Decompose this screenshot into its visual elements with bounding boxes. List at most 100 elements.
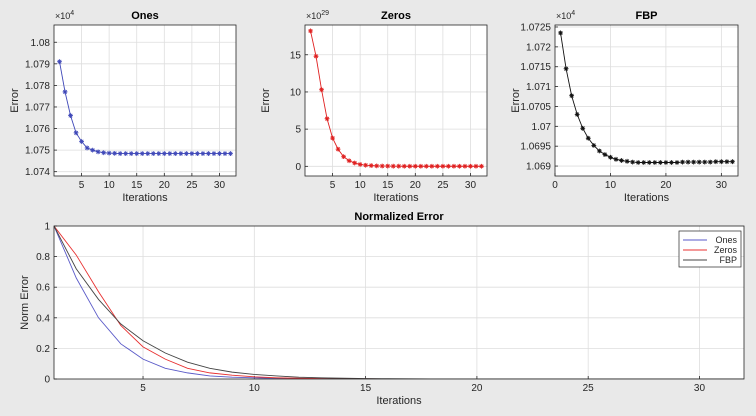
plot-area — [555, 25, 738, 176]
data-point — [95, 149, 101, 155]
data-point — [211, 151, 217, 156]
data-point — [319, 87, 324, 93]
chart-1: 5 10 15 20 25 30 0 5 10 15 Zeros Iterations Error ×10… — [260, 10, 488, 204]
data-point — [434, 163, 440, 169]
y-tick-label: 10 — [290, 87, 302, 98]
x-axis-label: Iterations — [624, 192, 670, 204]
y-tick-label: 1 — [44, 222, 50, 233]
data-point — [172, 151, 178, 156]
y-tick-label: 1.0695 — [520, 142, 551, 153]
data-point — [412, 163, 418, 169]
y-tick-label: 0 — [295, 162, 301, 173]
series-group — [558, 30, 735, 165]
x-tick-label: 0 — [552, 180, 558, 191]
data-point — [718, 159, 724, 165]
data-point — [106, 150, 112, 156]
data-point — [574, 112, 580, 117]
data-point — [346, 158, 352, 164]
data-point — [596, 148, 602, 154]
x-tick-label: 30 — [694, 383, 706, 394]
x-tick-label: 5 — [79, 180, 85, 191]
x-tick-label: 30 — [716, 180, 728, 191]
y-tick-label: 1.08 — [31, 38, 51, 49]
data-point — [134, 151, 140, 156]
data-point — [189, 151, 195, 156]
data-point — [635, 160, 641, 165]
x-tick-label: 25 — [186, 180, 198, 191]
data-point — [685, 159, 691, 165]
data-point — [390, 163, 396, 169]
data-point — [608, 154, 613, 160]
data-point — [363, 162, 369, 168]
y-tick-label: 1.078 — [25, 81, 50, 92]
legend-box — [678, 230, 742, 268]
y-tick-label: 0 — [44, 375, 50, 386]
data-point — [680, 159, 685, 165]
data-point — [663, 160, 669, 165]
data-point — [206, 151, 211, 156]
plot-area — [54, 226, 744, 379]
y-tick-label: 0.4 — [36, 313, 50, 324]
data-point — [200, 151, 206, 156]
data-point — [62, 89, 68, 95]
data-point — [401, 163, 407, 169]
data-point — [624, 158, 630, 164]
chart-2: 0 10 20 30 1.069 1.0695 1.07 1.0705 1.071 1.0715 1… — [510, 10, 739, 204]
data-point — [139, 151, 145, 156]
x-tick-label: 15 — [382, 180, 394, 191]
data-point — [429, 163, 435, 169]
data-point — [702, 159, 708, 165]
data-point — [178, 151, 184, 156]
y-exponent-label: ×104 — [55, 10, 74, 21]
data-point — [167, 151, 173, 156]
data-point — [691, 159, 697, 165]
data-point — [613, 156, 619, 162]
legend-entry: FBP — [719, 255, 737, 265]
data-point — [652, 160, 658, 165]
chart-title: Zeros — [381, 10, 411, 22]
data-point — [591, 143, 597, 148]
legend-entry: Ones — [715, 235, 737, 245]
y-tick-label: 1.0725 — [520, 22, 551, 33]
data-point — [602, 152, 608, 157]
y-tick-label: 1.076 — [25, 124, 50, 135]
y-axis-label: Error — [260, 88, 272, 113]
data-point — [57, 59, 62, 65]
data-point — [630, 159, 636, 165]
axes-box — [53, 24, 237, 177]
y-axis-label: Norm Error — [19, 275, 31, 330]
data-point — [183, 151, 189, 156]
series-line-zeros — [54, 226, 744, 379]
data-point — [724, 159, 730, 165]
data-point — [457, 163, 462, 169]
chart-title: Ones — [131, 10, 159, 22]
y-tick-label: 1.0715 — [520, 62, 551, 73]
plot-area — [305, 25, 487, 176]
data-point — [128, 151, 134, 156]
data-point — [352, 160, 358, 166]
data-point — [194, 151, 200, 156]
y-exponent-label: ×104 — [556, 10, 575, 21]
data-point — [585, 135, 591, 141]
data-point — [563, 66, 569, 72]
data-point — [569, 93, 575, 99]
data-point — [161, 151, 167, 156]
chart-title: FBP — [636, 10, 658, 22]
data-point — [646, 160, 652, 165]
data-point — [150, 151, 156, 156]
y-tick-label: 0.2 — [36, 344, 50, 355]
y-tick-label: 1.071 — [526, 82, 551, 93]
data-point — [669, 160, 674, 165]
data-point — [68, 113, 73, 118]
axes-box — [53, 225, 745, 380]
data-point — [657, 160, 663, 165]
data-point — [674, 160, 680, 165]
y-tick-label: 5 — [295, 125, 301, 136]
x-tick-label: 15 — [360, 383, 372, 394]
data-point — [479, 163, 484, 169]
x-axis-label: Iterations — [373, 192, 419, 204]
data-point — [696, 159, 702, 165]
data-point — [368, 163, 374, 168]
